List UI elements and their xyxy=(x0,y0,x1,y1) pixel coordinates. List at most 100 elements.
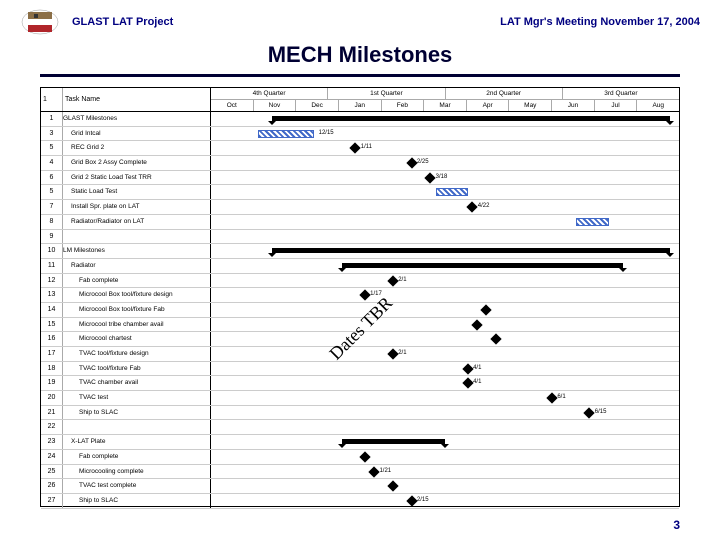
task-name: LM Milestones xyxy=(63,244,211,258)
gantt-cell: 1/21 xyxy=(211,465,679,479)
quarter-header: 4th Quarter1st Quarter2nd Quarter3rd Qua… xyxy=(211,88,679,111)
gantt-cell: 6/15 xyxy=(211,406,679,420)
task-row: 17TVAC tool/fixture design2/1 xyxy=(41,347,679,362)
task-row: 1GLAST Milestones xyxy=(41,112,679,127)
task-row: 22 xyxy=(41,420,679,435)
task-name: Microcool tribe chamber avail xyxy=(63,318,211,332)
glast-logo xyxy=(20,8,60,36)
gantt-cell: 2/1 xyxy=(211,274,679,288)
task-id: 5 xyxy=(41,185,63,199)
task-name: Microcool Box tool/fixture design xyxy=(63,288,211,302)
task-name: Radiator/Radiator on LAT xyxy=(63,215,211,229)
task-name: TVAC test xyxy=(63,391,211,405)
milestone-label: 2/25 xyxy=(417,159,429,165)
task-id: 8 xyxy=(41,215,63,229)
summary-bar xyxy=(272,116,670,121)
task-row: 10LM Milestones xyxy=(41,244,679,259)
task-rows: 1GLAST Milestones3Grid Intcal12/155REC G… xyxy=(41,112,679,509)
task-row: 7Install Spr. plate on LAT4/22 xyxy=(41,200,679,215)
header-right: LAT Mgr's Meeting November 17, 2004 xyxy=(500,16,700,28)
quarter-label: 4th Quarter xyxy=(211,88,328,99)
gantt-cell xyxy=(211,435,679,449)
milestone-label: 4/1 xyxy=(473,365,481,371)
task-row: 5Static Load Test xyxy=(41,185,679,200)
task-row: 24Fab complete xyxy=(41,450,679,465)
month-label: May xyxy=(509,100,552,111)
task-bar xyxy=(436,188,469,196)
task-row: 4Grid Box 2 Assy Complete2/25 xyxy=(41,156,679,171)
gantt-cell: 2/15 xyxy=(211,494,679,508)
milestone-marker xyxy=(471,319,482,330)
task-row: 25Microcooling complete1/21 xyxy=(41,465,679,480)
summary-bar xyxy=(272,248,670,253)
gantt-chart: 1 Task Name 4th Quarter1st Quarter2nd Qu… xyxy=(40,87,680,507)
task-id: 17 xyxy=(41,347,63,361)
task-name: REC Grid 2 xyxy=(63,141,211,155)
milestone-label: 2/1 xyxy=(398,350,406,356)
gantt-cell: 6/1 xyxy=(211,391,679,405)
task-row: 3Grid Intcal12/15 xyxy=(41,127,679,142)
milestone-label: 1/11 xyxy=(361,144,372,150)
task-row: 19TVAC chamber avail4/1 xyxy=(41,376,679,391)
task-id: 13 xyxy=(41,288,63,302)
gantt-cell xyxy=(211,332,679,346)
task-name: Microcool Box tool/fixture Fab xyxy=(63,303,211,317)
gantt-cell xyxy=(211,244,679,258)
milestone-marker xyxy=(359,451,370,462)
task-name: Grid 2 Static Load Test TRR xyxy=(63,171,211,185)
gantt-cell xyxy=(211,479,679,493)
gantt-cell: 3/18 xyxy=(211,171,679,185)
milestone-marker xyxy=(584,407,595,418)
timeline-header: 1 Task Name 4th Quarter1st Quarter2nd Qu… xyxy=(41,88,679,112)
task-id: 3 xyxy=(41,127,63,141)
gantt-cell: 12/15 xyxy=(211,127,679,141)
month-label: Aug xyxy=(637,100,679,111)
gantt-cell: 2/1 xyxy=(211,347,679,361)
task-name: Microcooling complete xyxy=(63,465,211,479)
task-row: 12Fab complete2/1 xyxy=(41,274,679,289)
milestone-marker xyxy=(359,290,370,301)
bar-label: 12/15 xyxy=(319,130,334,136)
task-row: 5REC Grid 2 1/11 xyxy=(41,141,679,156)
month-label: Mar xyxy=(424,100,467,111)
gantt-cell xyxy=(211,112,679,126)
task-id: 11 xyxy=(41,259,63,273)
milestone-label: 4/1 xyxy=(473,379,481,385)
milestone-label: 6/1 xyxy=(557,394,565,400)
month-label: Jul xyxy=(595,100,638,111)
page-number: 3 xyxy=(673,518,680,532)
task-id: 12 xyxy=(41,274,63,288)
gantt-cell xyxy=(211,450,679,464)
quarter-label: 1st Quarter xyxy=(328,88,445,99)
task-row: 18TVAC tool/fixture Fab4/1 xyxy=(41,362,679,377)
month-label: Apr xyxy=(467,100,510,111)
milestone-marker xyxy=(467,201,478,212)
task-id: 5 xyxy=(41,141,63,155)
task-id: 10 xyxy=(41,244,63,258)
task-id: 21 xyxy=(41,406,63,420)
quarter-label: 3rd Quarter xyxy=(563,88,679,99)
task-id: 27 xyxy=(41,494,63,508)
task-name: Radiator xyxy=(63,259,211,273)
task-bar xyxy=(576,218,609,226)
milestone-marker xyxy=(406,495,417,506)
milestone-label: 1/21 xyxy=(379,468,391,474)
gantt-cell xyxy=(211,185,679,199)
milestone-marker xyxy=(425,172,436,183)
task-row: 13Microcool Box tool/fixture design1/17 xyxy=(41,288,679,303)
gantt-cell: 4/1 xyxy=(211,376,679,390)
task-id: 7 xyxy=(41,200,63,214)
task-name: Microcool chartest xyxy=(63,332,211,346)
milestone-label: 3/18 xyxy=(436,174,448,180)
milestone-label: 2/1 xyxy=(398,277,406,283)
milestone-marker xyxy=(406,157,417,168)
task-name: Ship to SLAC xyxy=(63,494,211,508)
task-id: 24 xyxy=(41,450,63,464)
task-row: 9 xyxy=(41,230,679,245)
gantt-cell: 4/1 xyxy=(211,362,679,376)
gantt-cell xyxy=(211,230,679,244)
gantt-cell xyxy=(211,215,679,229)
month-label: Nov xyxy=(254,100,297,111)
milestone-label: 6/15 xyxy=(595,409,607,415)
milestone-marker xyxy=(462,363,473,374)
